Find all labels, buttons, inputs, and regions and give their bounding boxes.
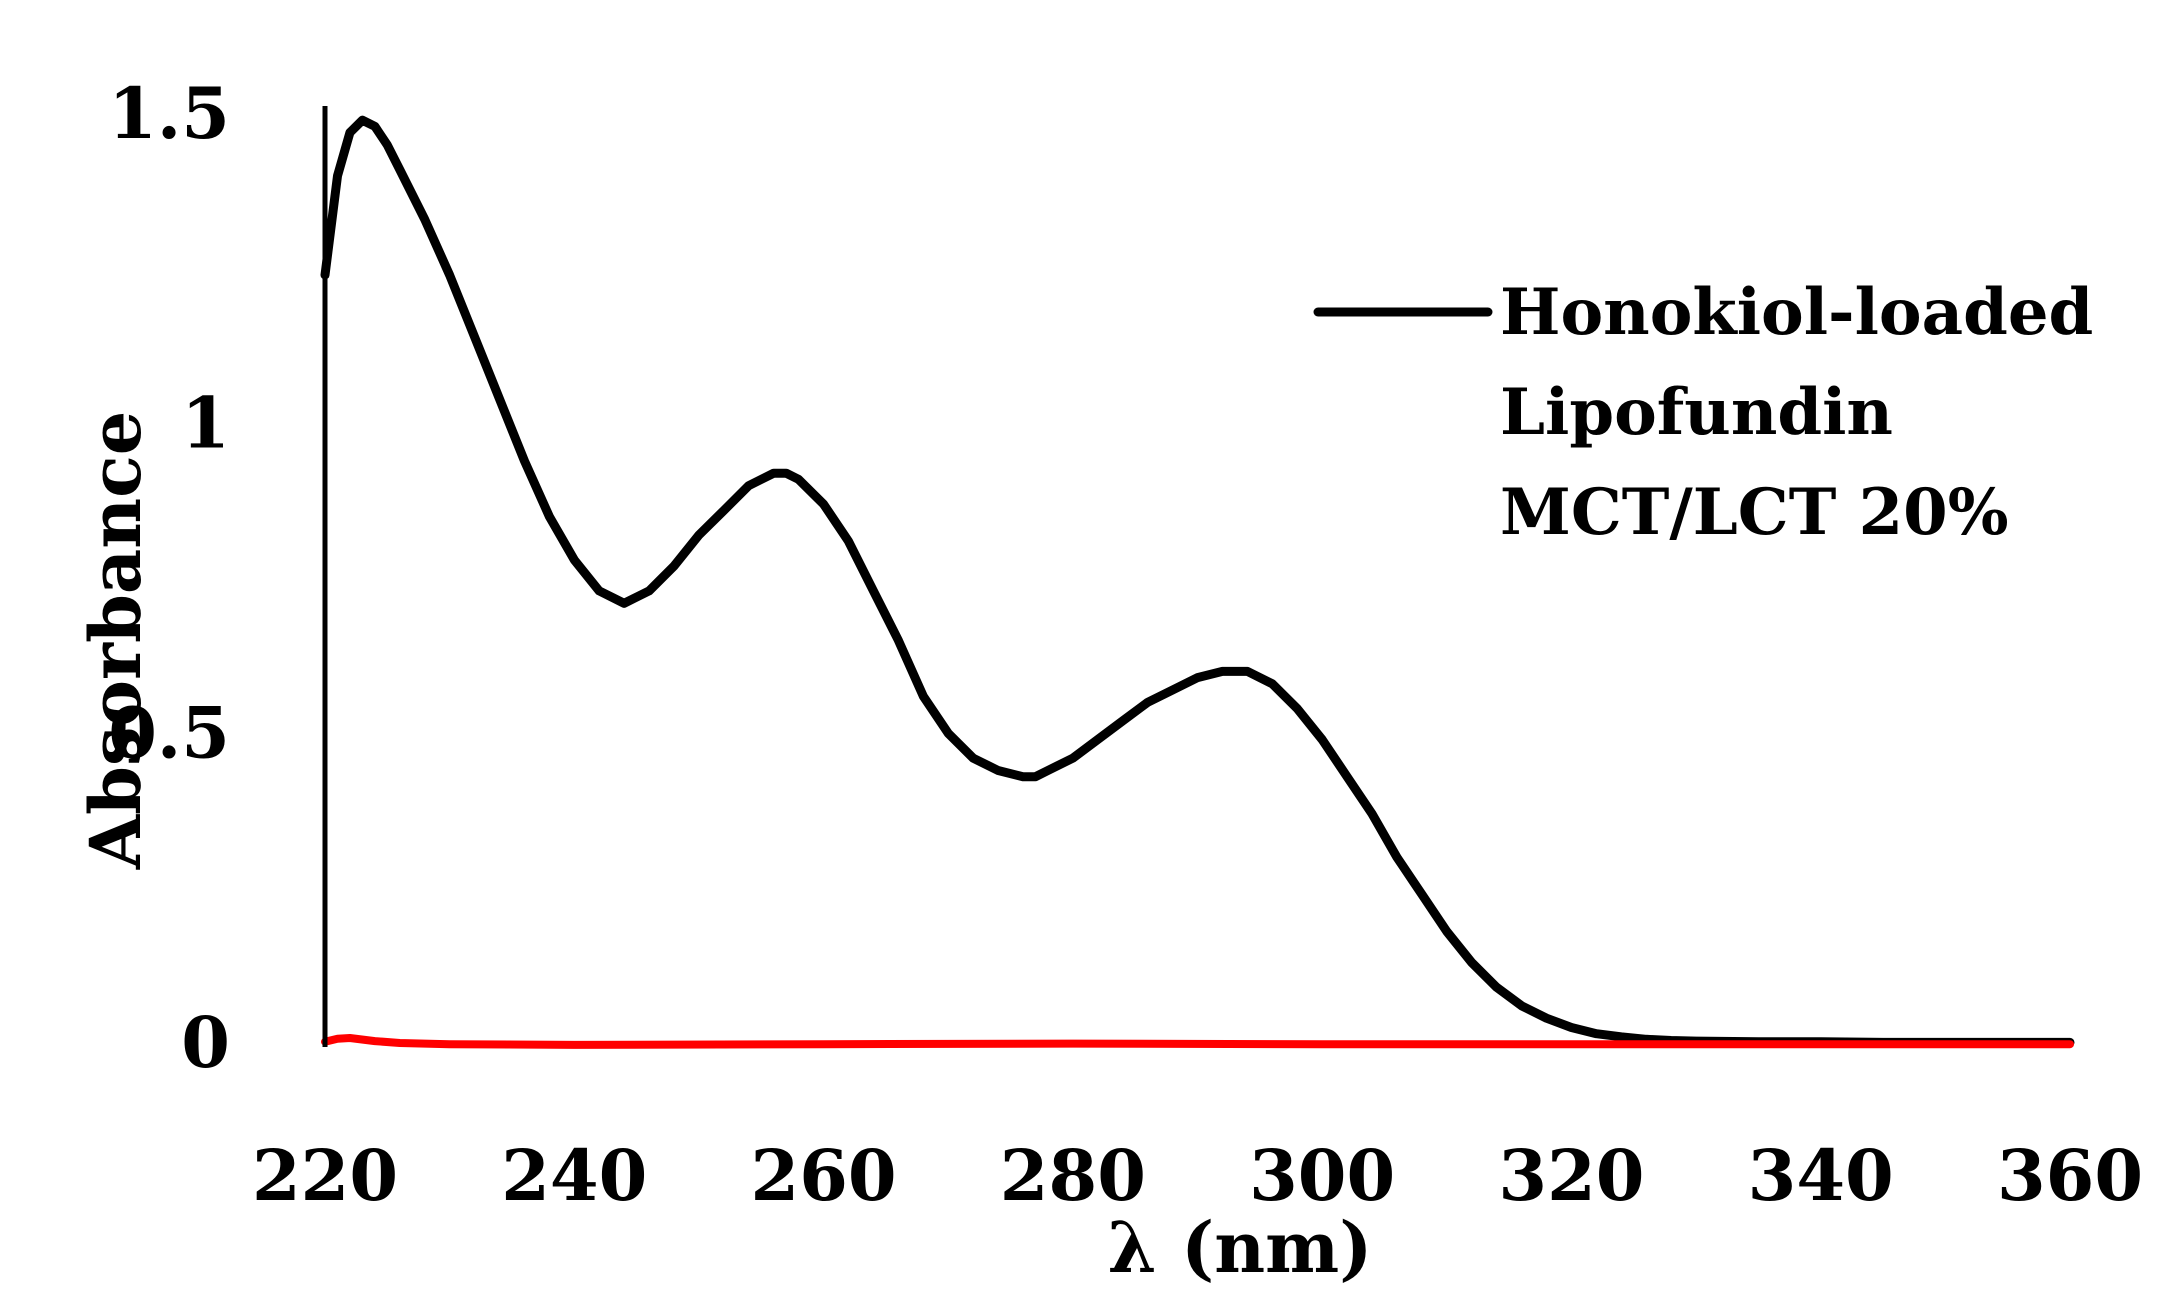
legend: Honokiol-loaded Lipofundin MCT/LCT 20% (1313, 275, 2093, 550)
y-tick-labels: 0 0.5 1 1.5 (108, 72, 230, 1084)
x-tick-labels: 220 240 260 280 300 320 340 360 (252, 1134, 2143, 1217)
x-tick-label: 240 (501, 1134, 647, 1217)
x-tick-label: 360 (1997, 1134, 2143, 1217)
y-tick-label: 0.5 (108, 691, 230, 774)
x-tick-label: 220 (252, 1134, 398, 1217)
x-tick-label: 260 (751, 1134, 897, 1217)
x-tick-label: 320 (1498, 1134, 1644, 1217)
legend-label: Lipofundin (1500, 375, 1893, 450)
y-tick-label: 1.5 (108, 72, 230, 155)
series-line-baseline (321, 1034, 2074, 1049)
series-line-honokiol (320, 115, 2075, 1047)
y-axis-title: Absorbance (74, 411, 157, 871)
y-tick-label: 0 (181, 1001, 230, 1084)
series-layer (320, 115, 2075, 1049)
x-tick-label: 280 (1000, 1134, 1146, 1217)
legend-label: MCT/LCT 20% (1500, 475, 2009, 550)
y-tick-label: 1 (181, 382, 230, 465)
legend-label: Honokiol-loaded (1500, 275, 2093, 350)
x-tick-label: 340 (1748, 1134, 1894, 1217)
x-tick-label: 300 (1249, 1134, 1395, 1217)
x-axis-title: λ (nm) (1108, 1206, 1373, 1289)
